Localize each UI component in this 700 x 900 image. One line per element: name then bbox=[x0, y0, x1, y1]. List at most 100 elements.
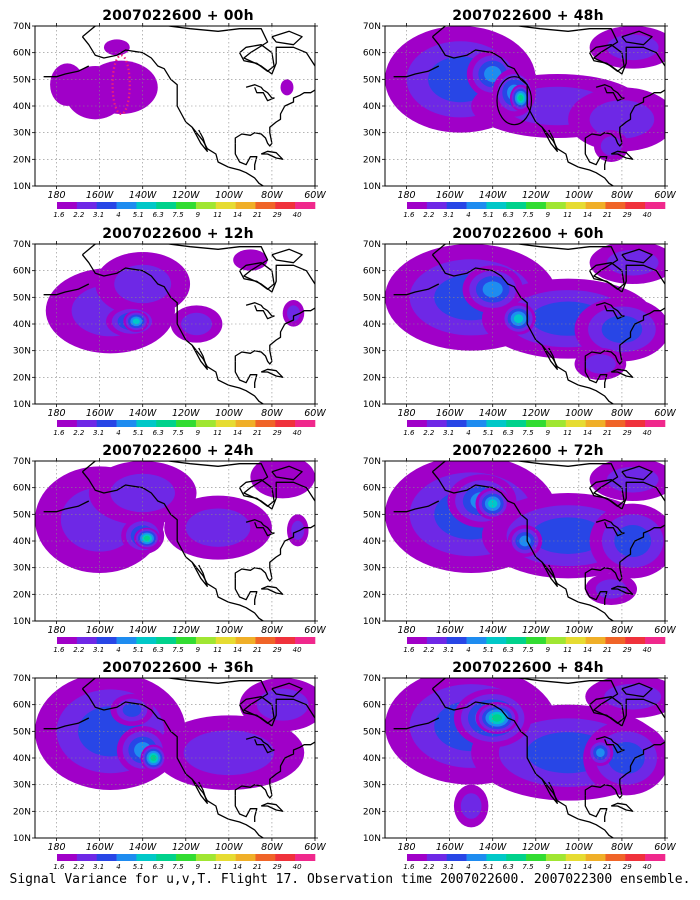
colorbar-label: 1.6 bbox=[403, 211, 415, 219]
panel-48h: 2007022600 + 48h 10N 20N 30N 40N 50N 60N 70N 18… bbox=[355, 8, 695, 218]
colorbar-swatch bbox=[295, 202, 315, 209]
lon-tick-label: 180 bbox=[397, 625, 415, 636]
colorbar-swatch bbox=[645, 854, 665, 861]
colorbar-swatch bbox=[546, 637, 566, 644]
colorbar-swatch bbox=[236, 854, 256, 861]
panel-72h: 2007022600 + 72h 10N 20N 30N 40N 50N 60N 70N 18… bbox=[355, 443, 695, 653]
colorbar: 1.6 2.2 3.1 4 5.1 6.3 7.5 9 11 14 21 29 40 bbox=[53, 854, 315, 871]
colorbar-swatch bbox=[467, 854, 487, 861]
map-60h: 10N20N30N40N50N60N70N180 160W 140W 120W 100W… bbox=[355, 244, 695, 436]
colorbar-swatch bbox=[176, 202, 196, 209]
colorbar-swatch bbox=[546, 202, 566, 209]
colorbar-label: 29 bbox=[273, 863, 282, 871]
colorbar-label: 14 bbox=[233, 211, 242, 219]
lon-tick-label: 60W bbox=[654, 842, 676, 853]
colorbar-label: 5.1 bbox=[483, 863, 494, 871]
colorbar-swatch bbox=[407, 854, 427, 861]
lon-tick-label: 80W bbox=[261, 408, 283, 419]
colorbar-swatch bbox=[566, 637, 586, 644]
colorbar-swatch bbox=[546, 420, 566, 427]
lat-tick-label: 30N bbox=[363, 564, 381, 574]
colorbar-label: 3.1 bbox=[93, 646, 104, 654]
colorbar-label: 9 bbox=[196, 211, 201, 219]
colorbar-label: 29 bbox=[623, 211, 632, 219]
lat-tick-label: 20N bbox=[13, 590, 31, 600]
colorbar-label: 2.2 bbox=[423, 863, 435, 871]
colorbar-swatch bbox=[407, 420, 427, 427]
lat-tick-label: 70N bbox=[13, 22, 31, 32]
colorbar-label: 7.5 bbox=[172, 429, 184, 437]
colorbar-swatch bbox=[506, 420, 526, 427]
colorbar-label: 40 bbox=[643, 863, 652, 871]
lon-tick-label: 180 bbox=[47, 625, 65, 636]
colorbar-swatch bbox=[605, 202, 625, 209]
colorbar-swatch bbox=[117, 420, 137, 427]
contour-level-1 bbox=[601, 136, 622, 155]
colorbar-label: 6.3 bbox=[153, 211, 164, 219]
colorbar-label: 6.3 bbox=[503, 211, 514, 219]
lon-tick-label: 140W bbox=[479, 625, 507, 636]
colorbar-label: 4 bbox=[116, 863, 120, 871]
lon-tick-label: 160W bbox=[86, 842, 114, 853]
contour-level-5 bbox=[518, 95, 523, 101]
panel-60h: 2007022600 + 60h 10N 20N 30N 40N 50N 60N 70N 18… bbox=[355, 226, 695, 436]
lat-tick-label: 20N bbox=[13, 155, 31, 165]
lat-tick-label: 30N bbox=[13, 129, 31, 139]
colorbar-label: 40 bbox=[293, 429, 302, 437]
lon-tick-label: 80W bbox=[611, 408, 633, 419]
colorbar-swatch bbox=[255, 854, 275, 861]
lon-tick-label: 160W bbox=[86, 625, 114, 636]
colorbar-label: 4 bbox=[116, 211, 120, 219]
colorbar-label: 5.1 bbox=[483, 429, 494, 437]
lat-tick-label: 30N bbox=[13, 781, 31, 791]
panel-title-72h: 2007022600 + 72h bbox=[383, 443, 673, 459]
lon-tick-label: 160W bbox=[436, 625, 464, 636]
lat-tick-label: 10N bbox=[363, 617, 381, 627]
colorbar-label: 11 bbox=[213, 211, 222, 219]
colorbar-swatch bbox=[117, 202, 137, 209]
colorbar-swatch bbox=[486, 202, 506, 209]
contour-level-0 bbox=[102, 71, 141, 103]
lon-tick-label: 120W bbox=[172, 190, 200, 201]
colorbar-swatch bbox=[467, 637, 487, 644]
lon-tick-label: 80W bbox=[261, 625, 283, 636]
colorbar-label: 1.6 bbox=[403, 863, 415, 871]
colorbar-label: 4 bbox=[466, 429, 470, 437]
colorbar-swatch bbox=[156, 854, 176, 861]
lon-tick-label: 120W bbox=[522, 625, 550, 636]
colorbar-label: 5.1 bbox=[483, 211, 494, 219]
colorbar-label: 2.2 bbox=[73, 211, 85, 219]
colorbar-label: 21 bbox=[253, 863, 262, 871]
panel-00h: 2007022600 + 00h 10N 20N 30N 40N 50N 60N 70N 18… bbox=[5, 8, 345, 218]
colorbar-swatch bbox=[136, 420, 156, 427]
lon-tick-label: 160W bbox=[436, 842, 464, 853]
colorbar-label: 4 bbox=[466, 211, 470, 219]
lat-tick-label: 60N bbox=[363, 267, 381, 277]
colorbar-swatch bbox=[97, 637, 117, 644]
panel-title-12h: 2007022600 + 12h bbox=[33, 226, 323, 242]
map-36h: 10N20N30N40N50N60N70N180 160W 140W 120W 100W… bbox=[5, 678, 345, 870]
colorbar-swatch bbox=[156, 420, 176, 427]
panel-12h: 2007022600 + 12h 10N 20N 30N 40N 50N 60N 70N 18… bbox=[5, 226, 345, 436]
colorbar-label: 9 bbox=[196, 863, 201, 871]
lon-tick-label: 80W bbox=[611, 190, 633, 201]
lon-tick-label: 140W bbox=[479, 190, 507, 201]
lat-tick-label: 40N bbox=[363, 102, 381, 112]
lat-tick-label: 50N bbox=[13, 510, 31, 520]
colorbar-label: 9 bbox=[196, 646, 201, 654]
colorbar-swatch bbox=[216, 202, 236, 209]
colorbar-label: 6.3 bbox=[503, 429, 514, 437]
contour-level-1 bbox=[461, 793, 482, 819]
colorbar-swatch bbox=[506, 637, 526, 644]
colorbar-swatch bbox=[236, 202, 256, 209]
lat-tick-label: 50N bbox=[363, 293, 381, 303]
lat-tick-label: 50N bbox=[13, 293, 31, 303]
lat-tick-label: 10N bbox=[363, 834, 381, 844]
colorbar-swatch bbox=[407, 637, 427, 644]
colorbar-swatch bbox=[625, 202, 645, 209]
colorbar-label: 4 bbox=[466, 646, 470, 654]
colorbar-swatch bbox=[486, 420, 506, 427]
colorbar-label: 9 bbox=[196, 429, 201, 437]
colorbar-label: 7.5 bbox=[172, 863, 184, 871]
colorbar: 1.6 2.2 3.1 4 5.1 6.3 7.5 9 11 14 21 29 40 bbox=[403, 854, 665, 871]
